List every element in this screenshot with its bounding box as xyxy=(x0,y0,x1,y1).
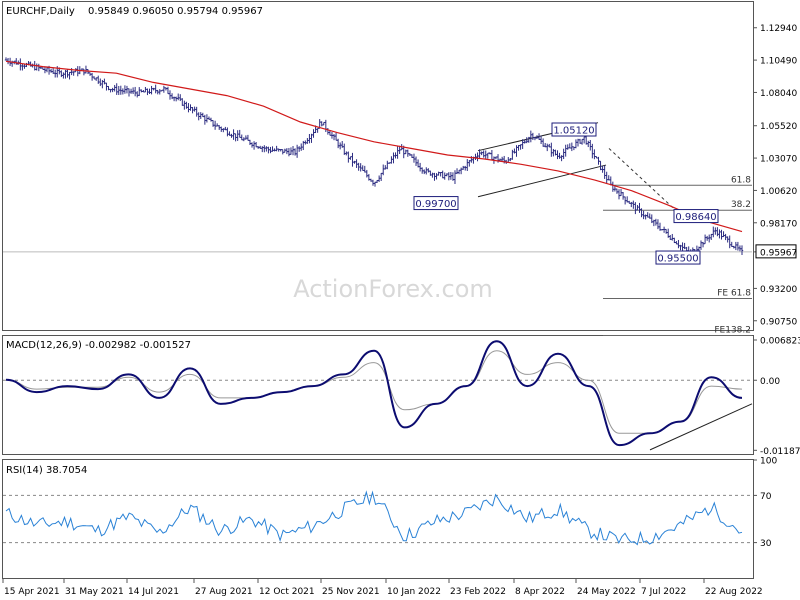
fib-level-label: FE 61.8 xyxy=(717,288,751,298)
x-tick-label: 25 Nov 2021 xyxy=(322,587,380,597)
macd-tick-label: 0.006823 xyxy=(760,336,800,346)
ohlc-readout: 0.95849 0.96050 0.95794 0.95967 xyxy=(88,6,263,17)
x-tick-label: 15 Apr 2021 xyxy=(4,587,60,597)
ma-line xyxy=(5,60,743,233)
x-tick-label: 27 Aug 2021 xyxy=(195,587,253,597)
fib-level-label: FE138.2 xyxy=(714,326,751,336)
price-labels: 1.05120 0.99700 0.98640 0.95500 xyxy=(413,122,719,265)
x-tick-label: 8 Apr 2022 xyxy=(515,587,565,597)
price-candles xyxy=(4,57,744,257)
price-tick-label: 0.90750 xyxy=(760,317,797,327)
rsi-tick-label: 30 xyxy=(760,539,772,549)
macd-line xyxy=(5,340,743,447)
price-tick-label: 0.95967 xyxy=(760,248,797,258)
macd-trendline xyxy=(649,403,753,451)
price-grid: 61.8 38.2 FE 61.8 FE138.2 xyxy=(3,175,752,337)
price-title: EURCHF,Daily xyxy=(6,6,75,17)
price-tick-label: 0.98170 xyxy=(760,219,797,229)
moving-average xyxy=(5,60,743,233)
price-tick-label: 1.05520 xyxy=(760,122,797,132)
x-tick-label: 23 Feb 2022 xyxy=(450,587,506,597)
price-tick-label: 0.93200 xyxy=(760,285,797,295)
rsi-y-axis: 100 70 30 xyxy=(753,457,777,549)
rsi-line xyxy=(5,490,743,546)
x-tick-label: 31 May 2021 xyxy=(65,587,124,597)
channel-lower-line xyxy=(477,164,607,198)
x-tick-label: 22 Aug 2022 xyxy=(705,587,763,597)
price-label-box xyxy=(673,209,719,224)
price-tick-label: 1.08040 xyxy=(760,89,797,99)
rsi-lines xyxy=(3,490,752,546)
price-trend-lines xyxy=(477,122,689,223)
price-label-box xyxy=(413,196,459,211)
rsi-title: RSI(14) 38.7054 xyxy=(6,465,87,476)
macd-lines xyxy=(3,340,753,451)
price-tick-label: 1.03070 xyxy=(760,155,797,165)
price-tick-label: 1.10490 xyxy=(760,57,797,67)
price-y-axis: 1.12940 1.10490 1.08040 1.05520 1.03070 1.006… xyxy=(753,24,797,327)
macd-tick-label: -0.011874 xyxy=(760,447,800,457)
macd-title: MACD(12,26,9) -0.002982 -0.001527 xyxy=(6,340,191,351)
x-axis: 15 Apr 2021 31 May 2021 14 Jul 2021 27 Aug … xyxy=(2,579,763,597)
price-label-text: 0.99700 xyxy=(415,199,456,210)
current-price-box xyxy=(755,244,797,259)
rsi-tick-label: 70 xyxy=(760,492,772,502)
price-tick-label: 1.12940 xyxy=(760,24,797,34)
price-panel-frame xyxy=(2,1,754,331)
price-label-text: 0.98640 xyxy=(675,212,716,223)
fib-level-label: 61.8 xyxy=(731,175,751,185)
rsi-panel-frame xyxy=(2,459,754,579)
x-tick-label: 7 Jul 2022 xyxy=(641,587,686,597)
x-tick-label: 24 May 2022 xyxy=(577,587,636,597)
x-tick-label: 14 Jul 2021 xyxy=(128,587,179,597)
macd-tick-label: 0.00 xyxy=(760,377,780,387)
price-label-text: 1.05120 xyxy=(553,126,594,137)
fib-level-label: 38.2 xyxy=(731,200,751,210)
macd-panel-frame xyxy=(2,335,754,455)
price-tick-label: 1.00620 xyxy=(760,187,797,197)
price-label-text: 0.95500 xyxy=(657,254,698,265)
watermark: ActionForex.com xyxy=(293,275,493,303)
price-label-box xyxy=(551,122,597,137)
macd-y-axis: 0.006823 0.00 -0.011874 xyxy=(753,336,800,457)
rsi-tick-label: 100 xyxy=(760,457,777,467)
macd-signal-line xyxy=(5,350,743,434)
price-label-box xyxy=(655,250,701,265)
x-tick-label: 12 Oct 2021 xyxy=(259,587,315,597)
x-tick-label: 10 Jan 2022 xyxy=(387,587,441,597)
